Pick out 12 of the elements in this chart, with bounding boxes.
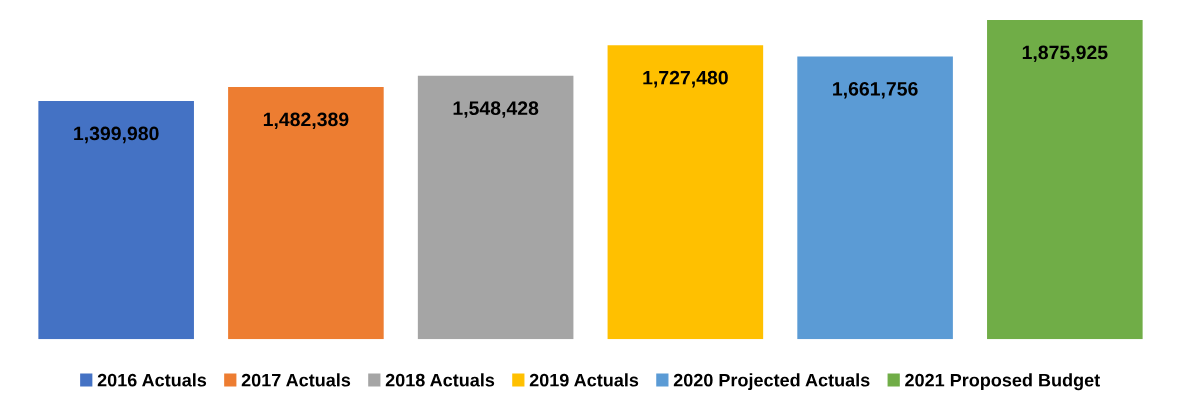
legend-label: 2018 Actuals <box>385 373 495 387</box>
data-label: 1,399,980 <box>74 126 159 144</box>
legend-label: 2017 Actuals <box>241 373 351 387</box>
legend-label: 2021 Proposed Budget <box>905 373 1100 391</box>
data-label: 1,875,925 <box>1022 45 1108 63</box>
legend-label: 2016 Actuals <box>97 373 207 387</box>
data-label: 1,727,480 <box>643 70 728 88</box>
data-label: 1,482,389 <box>263 112 349 130</box>
data-label: 1,548,428 <box>453 101 539 118</box>
data-label: 1,661,756 <box>833 81 918 99</box>
legend-label: 2020 Projected Actuals <box>673 373 870 391</box>
legend-label: 2019 Actuals <box>529 373 639 387</box>
